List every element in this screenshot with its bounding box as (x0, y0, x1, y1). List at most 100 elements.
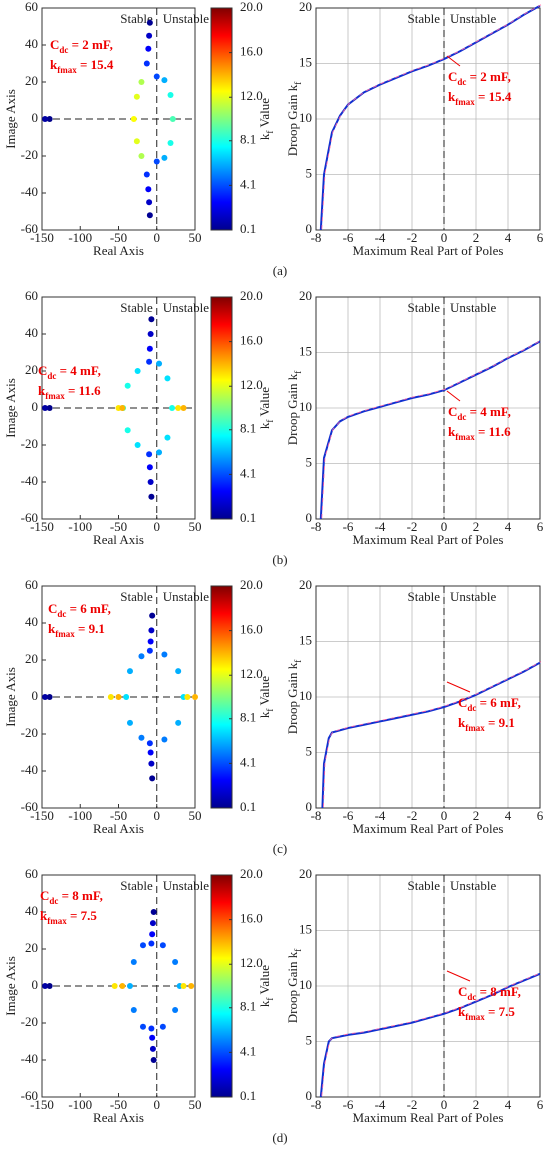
colorbar-tick-label: 16.0 (240, 622, 263, 637)
colorbar-tick-label: 0.1 (240, 799, 256, 814)
region-label: Stable (120, 11, 153, 26)
x-tick-label: -8 (311, 519, 322, 534)
locus-point (148, 627, 155, 634)
annotation: kfmax = 9.1 (48, 621, 105, 639)
annotation-part: = 8 mF, (476, 984, 520, 999)
y-tick-label: 40 (25, 614, 38, 629)
curve-overlay (321, 972, 542, 1097)
y-tick-label: 0 (306, 221, 313, 236)
locus-point (148, 1025, 155, 1032)
y-tick-label: 15 (299, 921, 312, 936)
y-axis-label: Droop Gain kf (285, 949, 303, 1024)
locus-point (148, 940, 155, 947)
locus-point (133, 138, 140, 145)
region-label: Unstable (450, 300, 496, 315)
locus-point (119, 983, 126, 989)
colorbar-label: kf Value (257, 965, 275, 1007)
region-label: Stable (408, 589, 441, 604)
annotation-part: = 15.4 (475, 89, 512, 104)
locus-point (126, 983, 133, 989)
region-label: Stable (120, 589, 153, 604)
colorbar-tick-label: 8.1 (240, 710, 256, 725)
y-tick-label: 20 (299, 866, 312, 881)
panel-label: (a) (273, 263, 287, 278)
annotation-part: k (448, 424, 456, 439)
locus-point (123, 694, 130, 700)
x-tick-label: 0 (441, 808, 448, 823)
y-tick-label: 20 (299, 288, 312, 303)
locus-point (42, 405, 49, 411)
locus-point (188, 983, 195, 989)
x-tick-label: -8 (311, 230, 322, 245)
locus-point (138, 79, 145, 85)
y-tick-label: -20 (21, 1014, 38, 1029)
colorbar-tick-label: 8.1 (240, 999, 256, 1014)
locus-point (175, 719, 182, 726)
locus-point (148, 316, 155, 323)
locus-point (146, 451, 153, 458)
colorbar-tick-label: 20.0 (240, 0, 263, 14)
locus-point (145, 45, 152, 52)
locus-point (150, 909, 157, 915)
locus-point (139, 1023, 146, 1030)
annotation-arrow (446, 390, 461, 402)
region-label: Unstable (163, 589, 209, 604)
region-label: Unstable (450, 878, 496, 893)
axes-frame (315, 585, 541, 809)
locus-point (161, 651, 168, 658)
colorbar-label-part: Value (257, 98, 272, 131)
x-tick-label: 0 (441, 1097, 448, 1112)
annotation-part: = 8 mF, (58, 888, 102, 903)
y-tick-label: -40 (21, 762, 38, 777)
x-tick-label: 2 (473, 519, 480, 534)
x-tick-label: 2 (473, 808, 480, 823)
locus-point (161, 154, 168, 161)
annotation-part: k (50, 57, 58, 72)
y-axis-label-part: f (293, 660, 303, 663)
colorbar-tick-label: 16.0 (240, 911, 263, 926)
y-axis-label-part: Droop Gain k (285, 951, 300, 1023)
locus-point (46, 116, 53, 122)
locus-point (148, 760, 155, 767)
locus-point (161, 77, 168, 84)
colorbar-tick-label: 8.1 (240, 132, 256, 147)
locus-point (153, 73, 160, 80)
locus-point (107, 694, 114, 700)
x-tick-label: -6 (343, 1097, 354, 1112)
axes-frame (315, 7, 541, 231)
annotation-arrow (446, 970, 471, 982)
x-tick-label: 50 (189, 230, 202, 245)
colorbar-tick-label: 12.0 (240, 88, 263, 103)
locus-point (148, 493, 155, 500)
y-tick-label: 60 (25, 288, 38, 303)
annotation-part: = 7.5 (485, 1004, 516, 1019)
panel-label: (d) (272, 1130, 287, 1145)
locus-point (172, 1007, 179, 1014)
y-tick-label: 0 (32, 977, 39, 992)
colorbar-tick-label: 4.1 (240, 465, 256, 480)
x-tick-label: 0 (154, 1097, 161, 1112)
y-tick-label: 60 (25, 577, 38, 592)
x-tick-label: -50 (110, 808, 127, 823)
locus-point (130, 958, 137, 965)
y-tick-label: 10 (299, 110, 312, 125)
x-tick-label: -4 (375, 519, 386, 534)
x-tick-label: -150 (30, 1097, 54, 1112)
x-axis-label: Maximum Real Part of Poles (353, 821, 504, 836)
locus-point (126, 668, 133, 675)
y-tick-label: 5 (306, 165, 313, 180)
annotation-part: fmax (45, 391, 65, 401)
region-label: Unstable (163, 300, 209, 315)
y-axis-label: Droop Gain kf (285, 82, 303, 157)
x-tick-label: 50 (189, 808, 202, 823)
annotation-part: fmax (55, 629, 75, 639)
x-tick-label: 0 (441, 519, 448, 534)
colorbar-label: kf Value (257, 387, 275, 429)
colorbar-label-part: f (265, 998, 275, 1001)
annotation-part: C (40, 888, 49, 903)
region-label: Stable (120, 878, 153, 893)
annotation-part: fmax (455, 432, 475, 442)
locus-point (134, 368, 141, 374)
x-tick-label: 4 (505, 808, 512, 823)
locus-point (147, 479, 154, 485)
